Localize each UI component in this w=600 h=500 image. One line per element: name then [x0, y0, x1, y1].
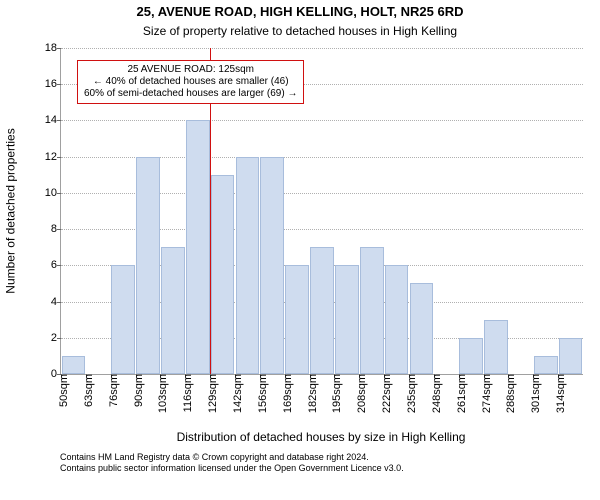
credits-line: Contains HM Land Registry data © Crown c… [60, 452, 582, 463]
x-tick-label: 116sqm [182, 374, 194, 412]
x-tick-label: 248sqm [431, 374, 443, 413]
y-tick-label: 4 [51, 296, 61, 308]
chart-subtitle: Size of property relative to detached ho… [0, 24, 600, 38]
histogram-bar [62, 356, 86, 374]
annotation-line: ← 40% of detached houses are smaller (46… [84, 76, 297, 88]
histogram-bar [385, 265, 409, 374]
x-tick-label: 182sqm [307, 374, 319, 413]
histogram-bar [410, 283, 434, 374]
credits: Contains HM Land Registry data © Crown c… [60, 452, 582, 475]
y-tick-label: 18 [45, 42, 61, 54]
x-tick-label: 156sqm [257, 374, 269, 413]
x-tick-label: 208sqm [356, 374, 368, 413]
y-tick-label: 10 [45, 187, 61, 199]
histogram-bar [335, 265, 359, 374]
x-tick-label: 63sqm [83, 374, 95, 407]
y-axis-label-container: Number of detached properties [2, 48, 20, 374]
x-tick-label: 288sqm [505, 374, 517, 413]
chart-title: 25, AVENUE ROAD, HIGH KELLING, HOLT, NR2… [0, 4, 600, 19]
histogram-bar [534, 356, 558, 374]
gridline [61, 120, 583, 121]
histogram-bar [459, 338, 483, 374]
annotation-line: 60% of semi-detached houses are larger (… [84, 88, 297, 100]
x-axis-label: Distribution of detached houses by size … [60, 430, 582, 444]
x-tick-label: 169sqm [282, 374, 294, 413]
y-tick-label: 2 [51, 332, 61, 344]
x-tick-label: 274sqm [481, 374, 493, 413]
x-tick-label: 103sqm [157, 374, 169, 413]
y-tick-label: 6 [51, 259, 61, 271]
histogram-bar [161, 247, 185, 374]
y-tick-label: 14 [45, 114, 61, 126]
chart-container: 25, AVENUE ROAD, HIGH KELLING, HOLT, NR2… [0, 0, 600, 500]
x-tick-label: 235sqm [406, 374, 418, 413]
x-tick-label: 50sqm [58, 374, 70, 407]
histogram-bar [559, 338, 583, 374]
x-tick-label: 195sqm [331, 374, 343, 413]
x-tick-label: 301sqm [530, 374, 542, 413]
histogram-bar [136, 157, 160, 374]
x-tick-label: 90sqm [133, 374, 145, 407]
y-tick-label: 8 [51, 223, 61, 235]
x-tick-label: 129sqm [207, 374, 219, 413]
credits-line: Contains public sector information licen… [60, 463, 582, 474]
histogram-bar [484, 320, 508, 374]
x-tick-label: 142sqm [232, 374, 244, 413]
histogram-bar [360, 247, 384, 374]
x-tick-label: 314sqm [555, 374, 567, 413]
histogram-bar [260, 157, 284, 374]
annotation-box: 25 AVENUE ROAD: 125sqm← 40% of detached … [77, 60, 304, 104]
x-tick-label: 76sqm [108, 374, 120, 407]
annotation-line: 25 AVENUE ROAD: 125sqm [84, 64, 297, 76]
histogram-bar [236, 157, 260, 374]
x-tick-label: 222sqm [381, 374, 393, 413]
histogram-bar [310, 247, 334, 374]
x-tick-label: 261sqm [456, 374, 468, 413]
y-axis-label: Number of detached properties [4, 128, 18, 293]
gridline [61, 48, 583, 49]
histogram-bar [211, 175, 235, 374]
y-tick-label: 16 [45, 78, 61, 90]
histogram-bar [186, 120, 210, 374]
histogram-bar [285, 265, 309, 374]
y-tick-label: 12 [45, 151, 61, 163]
plot-area: 02468101214161850sqm63sqm76sqm90sqm103sq… [60, 48, 583, 375]
histogram-bar [111, 265, 135, 374]
